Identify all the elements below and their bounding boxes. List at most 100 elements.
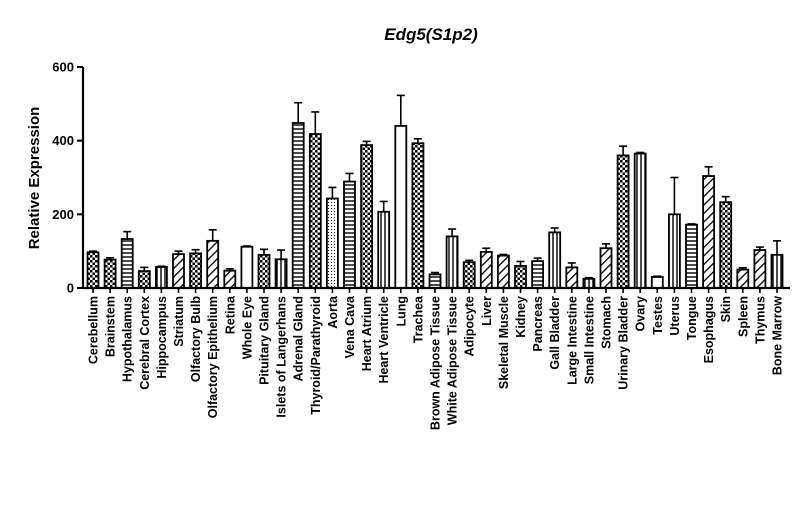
- bar: [599, 247, 613, 289]
- bar-group: [445, 228, 459, 289]
- x-tick-label: Vena Cava: [343, 295, 357, 359]
- bar-group: [719, 195, 733, 289]
- x-tick-label: Trachea: [411, 295, 425, 343]
- x-tick-label: Liver: [480, 296, 494, 326]
- x-tick-label: Whole Eye: [240, 296, 254, 359]
- bar: [582, 277, 596, 289]
- bar-group: [86, 250, 100, 289]
- bar-group: [496, 253, 510, 289]
- bar: [223, 269, 237, 289]
- x-tick-label: Thymus: [753, 296, 767, 344]
- bar: [633, 152, 647, 289]
- x-tick-label: Brainstem: [104, 296, 118, 357]
- bar: [154, 266, 168, 289]
- bar-group: [103, 256, 117, 289]
- bar: [496, 254, 510, 289]
- x-tick-label: Adrenal Gland: [292, 296, 306, 381]
- x-tick-label: Pancreas: [531, 296, 545, 352]
- bar-group: [462, 259, 476, 289]
- x-tick-label: Heart Atrium: [360, 296, 374, 371]
- x-tick-label: Cerebral Cortex: [138, 296, 152, 390]
- x-tick-label: Olfactory Bulb: [189, 296, 203, 382]
- bar-group: [240, 245, 254, 289]
- y-axis-label: Relative Expression: [26, 107, 43, 250]
- bar: [445, 235, 459, 289]
- x-tick-label: Large Intestine: [565, 296, 579, 385]
- bar-group: [308, 111, 322, 289]
- bar: [428, 273, 442, 289]
- bar-group: [668, 176, 681, 289]
- bar-group: [360, 140, 374, 289]
- bar: [86, 251, 100, 289]
- y-axis: 0 200 400 600: [52, 60, 85, 296]
- x-tick-label: Brown Adipose Tissue: [429, 296, 443, 430]
- bar: [479, 251, 493, 289]
- bar: [377, 210, 391, 289]
- bar: [172, 253, 185, 289]
- bars: [86, 94, 784, 289]
- bar-group: [531, 257, 544, 289]
- bar-group: [291, 101, 305, 289]
- bar-group: [172, 250, 185, 289]
- x-tick-label: Islets of Langerhans: [275, 296, 289, 418]
- bar: [137, 270, 151, 289]
- bar-group: [616, 145, 630, 289]
- x-tick-label: Striatum: [172, 296, 186, 347]
- bar-group: [736, 266, 750, 289]
- bar: [668, 213, 681, 289]
- bar-group: [565, 262, 579, 289]
- x-tick-label: Ovary: [634, 296, 648, 331]
- x-tick-label: Uterus: [668, 296, 682, 336]
- x-tick-label: Pituitary Gland: [258, 296, 272, 385]
- bar: [291, 122, 305, 289]
- bar-group: [582, 276, 596, 289]
- bar: [616, 154, 630, 289]
- x-tick-label: Skin: [719, 296, 733, 322]
- bar: [753, 249, 767, 289]
- x-tick-label: Cerebellum: [87, 296, 101, 364]
- bar: [702, 175, 715, 289]
- y-tick-label: 400: [52, 133, 74, 148]
- x-tick-label: Olfactory Epithelium: [206, 296, 220, 418]
- bar: [189, 252, 203, 289]
- bar-group: [223, 268, 237, 289]
- x-axis: Cerebellum Brainstem Hypothalamus Cerebral …: [82, 286, 790, 430]
- x-tick-label: White Adipose Tissue: [446, 296, 460, 425]
- x-tick-label: Tongue: [685, 296, 699, 340]
- x-tick-label: Urinary Bladder: [617, 296, 631, 390]
- bar: [325, 197, 339, 289]
- x-tick-label: Hypothalamus: [121, 296, 135, 382]
- bar-group: [479, 247, 493, 289]
- bar: [240, 245, 254, 289]
- x-tick-label: Aorta: [326, 295, 340, 329]
- x-tick-label: Esophagus: [702, 296, 716, 363]
- chart-title: Edg5(S1p2): [384, 25, 478, 44]
- x-tick-label: Small Intestine: [582, 296, 596, 384]
- bar: [565, 266, 579, 289]
- bar: [411, 142, 425, 289]
- bar: [343, 180, 356, 289]
- x-tick-label: Spleen: [736, 296, 750, 337]
- bar-group: [514, 260, 527, 289]
- bar-group: [189, 248, 203, 289]
- bar-group: [377, 200, 391, 289]
- bar: [719, 201, 733, 289]
- bar: [120, 238, 134, 289]
- bar: [531, 260, 544, 289]
- bar: [548, 231, 562, 289]
- y-tick-label: 0: [67, 281, 74, 296]
- bar-group: [343, 172, 356, 289]
- x-tick-label: Thyroid/Parathyroid: [309, 296, 323, 415]
- bar: [257, 253, 271, 289]
- x-tick-label: Lung: [394, 296, 408, 327]
- bar-group: [257, 248, 271, 289]
- x-tick-label: Kidney: [514, 296, 528, 338]
- bar-group: [394, 94, 408, 289]
- bar: [206, 239, 220, 289]
- x-tick-label: Adipocyte: [463, 296, 477, 356]
- x-tick-label: Retina: [223, 295, 237, 334]
- bar: [514, 264, 527, 289]
- bar-group: [599, 243, 613, 289]
- bar-group: [753, 246, 767, 289]
